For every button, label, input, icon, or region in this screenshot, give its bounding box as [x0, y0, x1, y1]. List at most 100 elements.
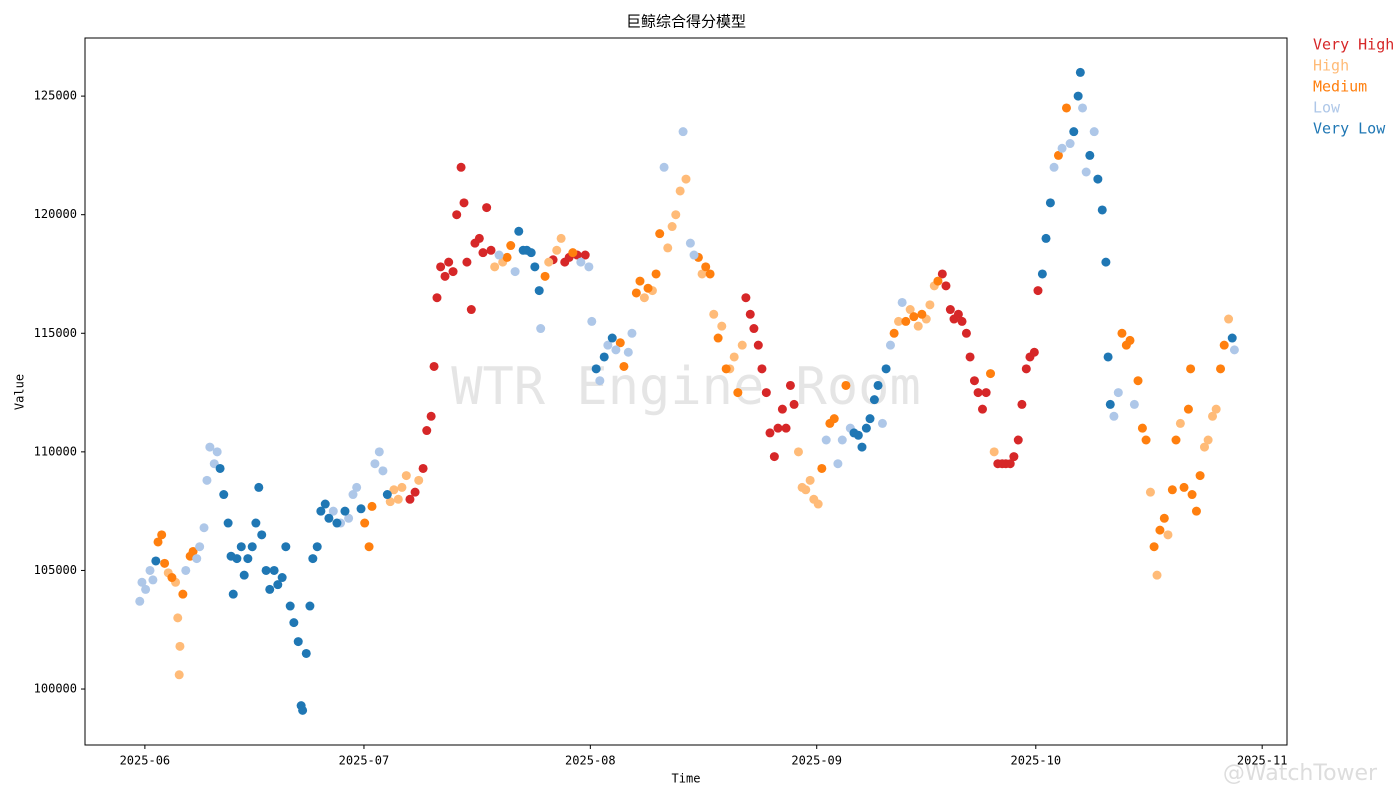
- point: [595, 376, 605, 386]
- point: [885, 340, 895, 350]
- point: [745, 309, 755, 319]
- point: [160, 558, 170, 568]
- point: [192, 554, 202, 564]
- point: [482, 203, 492, 213]
- point: [1211, 404, 1221, 414]
- point: [530, 262, 540, 272]
- point: [717, 321, 727, 331]
- point: [977, 404, 987, 414]
- point: [635, 276, 645, 286]
- point: [1117, 328, 1127, 338]
- point: [705, 269, 715, 279]
- point: [478, 248, 488, 258]
- point: [510, 267, 520, 277]
- point: [448, 267, 458, 277]
- point: [937, 269, 947, 279]
- point: [663, 243, 673, 253]
- point: [1137, 423, 1147, 433]
- point: [148, 575, 158, 585]
- point: [667, 222, 677, 232]
- point: [320, 499, 330, 509]
- point: [1061, 103, 1071, 113]
- point: [269, 565, 279, 575]
- point: [466, 305, 476, 315]
- point: [769, 452, 779, 462]
- point: [685, 238, 695, 248]
- point: [905, 305, 915, 315]
- point: [973, 388, 983, 398]
- y-axis-label: Value: [13, 374, 27, 410]
- legend-entry: Very High: [1313, 36, 1394, 54]
- point: [1155, 525, 1165, 535]
- point: [789, 399, 799, 409]
- point: [753, 340, 763, 350]
- y-tick-label: 105000: [34, 563, 77, 577]
- point: [877, 418, 887, 428]
- point: [1186, 364, 1196, 374]
- point: [733, 388, 743, 398]
- point: [490, 262, 500, 272]
- point: [1125, 335, 1135, 345]
- point: [364, 542, 374, 552]
- legend-entry: High: [1313, 57, 1349, 75]
- point: [514, 226, 524, 236]
- point: [709, 309, 719, 319]
- point: [188, 546, 198, 556]
- point: [805, 475, 815, 485]
- point: [986, 369, 996, 379]
- point: [969, 376, 979, 386]
- point: [1065, 139, 1075, 149]
- point: [611, 345, 621, 355]
- point: [1195, 471, 1205, 481]
- point: [1208, 411, 1218, 421]
- point: [981, 388, 991, 398]
- point: [436, 262, 446, 272]
- point: [1049, 162, 1059, 172]
- point: [389, 485, 399, 495]
- point: [486, 245, 496, 255]
- point: [1033, 286, 1043, 296]
- point: [1149, 542, 1159, 552]
- point: [631, 288, 641, 298]
- point: [1216, 364, 1226, 374]
- point: [1073, 91, 1083, 101]
- point: [729, 352, 739, 362]
- point: [202, 475, 212, 485]
- point: [568, 248, 578, 258]
- point: [212, 447, 222, 457]
- point: [599, 352, 609, 362]
- point: [526, 248, 536, 258]
- point: [265, 584, 275, 594]
- legend-entry: Low: [1313, 99, 1341, 117]
- point: [410, 487, 420, 497]
- point: [174, 670, 184, 680]
- point: [689, 250, 699, 260]
- y-tick-label: 125000: [34, 89, 77, 103]
- point: [1167, 485, 1177, 495]
- point: [1045, 198, 1055, 208]
- point: [502, 252, 512, 262]
- point: [761, 388, 771, 398]
- point: [228, 589, 238, 599]
- point: [157, 530, 167, 540]
- point: [506, 241, 516, 251]
- point: [697, 269, 707, 279]
- point: [913, 321, 923, 331]
- point: [374, 447, 384, 457]
- point: [195, 542, 205, 552]
- point: [627, 328, 637, 338]
- point: [737, 340, 747, 350]
- point: [219, 490, 229, 500]
- point: [1069, 127, 1079, 137]
- point: [440, 271, 450, 281]
- point: [821, 435, 831, 445]
- point: [181, 565, 191, 575]
- point: [793, 447, 803, 457]
- point: [675, 186, 685, 196]
- point: [1085, 150, 1095, 160]
- x-tick-label: 2025-10: [1011, 754, 1062, 768]
- point: [356, 504, 366, 514]
- point: [901, 316, 911, 326]
- point: [837, 435, 847, 445]
- point: [873, 380, 883, 390]
